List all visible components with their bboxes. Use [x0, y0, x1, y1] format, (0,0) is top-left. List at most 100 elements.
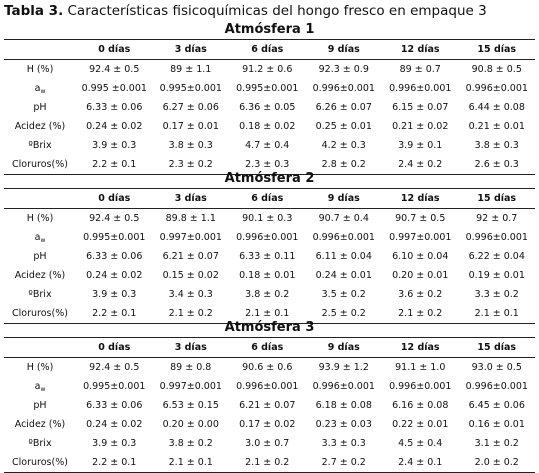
table-row: aw 0.995±0.001 0.997±0.001 0.996±0.001 0.996… — [4, 377, 535, 396]
value-cell: 6.27 ± 0.06 — [162, 102, 219, 113]
value-cell: 0.996±0.001 — [236, 381, 299, 392]
value-cell: 92.4 ± 0.5 — [89, 362, 140, 373]
value-cell: 2.3 ± 0.3 — [245, 159, 290, 170]
value-cell: 90.8 ± 0.5 — [471, 64, 522, 75]
value-cell: 89.8 ± 1.1 — [165, 213, 216, 224]
value-cell: 2.1 ± 0.2 — [168, 308, 213, 319]
row-label: H (%) — [4, 209, 76, 229]
value-cell: 89 ± 0.8 — [170, 362, 212, 373]
value-cell: 0.19 ± 0.01 — [468, 270, 525, 281]
value-cell: 6.33 ± 0.11 — [239, 251, 296, 262]
value-cell: 0.24 ± 0.02 — [86, 121, 143, 132]
row-label-text: H (%) — [26, 213, 54, 224]
value-cell: 0.996±0.001 — [389, 83, 452, 94]
value-cell: 2.8 ± 0.2 — [321, 159, 366, 170]
table-row: aw 0.995 ±0.001 0.995±0.001 0.995±0.001 0.99… — [4, 79, 535, 98]
value-cell: 2.4 ± 0.2 — [398, 159, 443, 170]
value-cell: 0.18 ± 0.02 — [239, 121, 296, 132]
header-row: 0 días 3 días 6 días 9 días 12 días 15 días — [4, 337, 535, 358]
row-label-text: Cloruros(%) — [12, 457, 68, 468]
table-row: H (%) 92.4 ± 0.5 89 ± 0.8 90.6 ± 0.6 93.9 ± … — [4, 358, 535, 378]
row-label: aw — [4, 79, 76, 98]
value-cell: 0.23 ± 0.03 — [315, 419, 372, 430]
row-label: H (%) — [4, 358, 76, 378]
value-cell: 0.996±0.001 — [389, 381, 452, 392]
column-header: 9 días — [327, 342, 360, 353]
row-label: ºBrix — [4, 285, 76, 304]
value-cell: 90.6 ± 0.6 — [242, 362, 293, 373]
table-row: Acidez (%) 0.24 ± 0.02 0.17 ± 0.01 0.18 ± 0… — [4, 117, 535, 136]
value-cell: 0.24 ± 0.02 — [86, 270, 143, 281]
atmosphere-block-2: Atmósfera 2 0 días 3 días 6 días 9 días 12 dí… — [4, 171, 535, 324]
value-cell: 6.16 ± 0.08 — [392, 400, 449, 411]
column-header: 15 días — [477, 342, 517, 353]
row-label-text: ºBrix — [28, 438, 52, 449]
value-cell: 6.10 ± 0.04 — [392, 251, 449, 262]
corner-cell — [4, 338, 76, 358]
value-cell: 92.3 ± 0.9 — [318, 64, 369, 75]
column-header: 3 días — [174, 342, 207, 353]
value-cell: 0.995±0.001 — [236, 83, 299, 94]
table-row: pH 6.33 ± 0.06 6.53 ± 0.15 6.21 ± 0.07 6.18 … — [4, 396, 535, 415]
row-label: Acidez (%) — [4, 266, 76, 285]
column-header: 0 días — [98, 193, 131, 204]
table-row: pH 6.33 ± 0.06 6.21 ± 0.07 6.33 ± 0.11 6.11 … — [4, 247, 535, 266]
value-cell: 0.21 ± 0.02 — [392, 121, 449, 132]
row-label-text: a — [34, 231, 41, 243]
value-cell: 0.24 ± 0.01 — [315, 270, 372, 281]
column-header: 12 días — [400, 193, 440, 204]
table-row: pH 6.33 ± 0.06 6.27 ± 0.06 6.36 ± 0.05 6.26 … — [4, 98, 535, 117]
row-label-text: Acidez (%) — [14, 121, 66, 132]
column-header: 12 días — [400, 342, 440, 353]
value-cell: 4.2 ± 0.3 — [321, 140, 366, 151]
table-row: Cloruros(%) 2.2 ± 0.1 2.1 ± 0.2 2.1 ± 0.1 2.… — [4, 304, 535, 324]
value-cell: 0.996±0.001 — [236, 232, 299, 243]
value-cell: 93.0 ± 0.5 — [471, 362, 522, 373]
value-cell: 91.1 ± 1.0 — [395, 362, 446, 373]
atmosphere-block-3: Atmósfera 3 0 días 3 días 6 días 9 días 12 dí… — [4, 320, 535, 473]
row-label: Acidez (%) — [4, 415, 76, 434]
value-cell: 6.33 ± 0.06 — [86, 400, 143, 411]
value-cell: 0.996±0.001 — [312, 381, 375, 392]
column-header: 0 días — [98, 342, 131, 353]
value-cell: 2.3 ± 0.2 — [168, 159, 213, 170]
value-cell: 6.53 ± 0.15 — [162, 400, 219, 411]
column-header: 0 días — [98, 44, 131, 55]
value-cell: 90.7 ± 0.4 — [318, 213, 369, 224]
row-label: aw — [4, 228, 76, 247]
value-cell: 3.8 ± 0.2 — [168, 438, 213, 449]
value-cell: 0.995±0.001 — [159, 83, 222, 94]
value-cell: 3.5 ± 0.2 — [321, 289, 366, 300]
table-caption: Tabla 3. Características fisicoquímicas … — [4, 2, 487, 20]
row-label-text: H (%) — [26, 64, 54, 75]
row-label-text: ºBrix — [28, 289, 52, 300]
value-cell: 0.996±0.001 — [465, 83, 528, 94]
row-label: Cloruros(%) — [4, 453, 76, 473]
value-cell: 2.1 ± 0.1 — [168, 457, 213, 468]
value-cell: 6.33 ± 0.06 — [86, 102, 143, 113]
value-cell: 6.22 ± 0.04 — [468, 251, 525, 262]
value-cell: 2.5 ± 0.2 — [321, 308, 366, 319]
row-label-text: H (%) — [26, 362, 54, 373]
value-cell: 0.18 ± 0.01 — [239, 270, 296, 281]
value-cell: 6.26 ± 0.07 — [315, 102, 372, 113]
value-cell: 0.997±0.001 — [389, 232, 452, 243]
header-row: 0 días 3 días 6 días 9 días 12 días 15 días — [4, 188, 535, 209]
value-cell: 89 ± 1.1 — [170, 64, 212, 75]
row-label-text: pH — [33, 102, 47, 113]
caption-text: Características fisicoquímicas del hongo… — [67, 3, 487, 19]
value-cell: 90.1 ± 0.3 — [242, 213, 293, 224]
value-cell: 3.8 ± 0.3 — [168, 140, 213, 151]
value-cell: 0.15 ± 0.02 — [162, 270, 219, 281]
column-header: 15 días — [477, 44, 517, 55]
data-table: 0 días 3 días 6 días 9 días 12 días 15 días H … — [4, 337, 535, 473]
value-cell: 3.8 ± 0.3 — [474, 140, 519, 151]
value-cell: 3.8 ± 0.2 — [245, 289, 290, 300]
row-label-text: Acidez (%) — [14, 270, 66, 281]
value-cell: 3.9 ± 0.3 — [92, 140, 137, 151]
value-cell: 0.16 ± 0.01 — [468, 419, 525, 430]
value-cell: 6.18 ± 0.08 — [315, 400, 372, 411]
value-cell: 6.21 ± 0.07 — [239, 400, 296, 411]
header-row: 0 días 3 días 6 días 9 días 12 días 15 días — [4, 39, 535, 60]
value-cell: 92.4 ± 0.5 — [89, 213, 140, 224]
